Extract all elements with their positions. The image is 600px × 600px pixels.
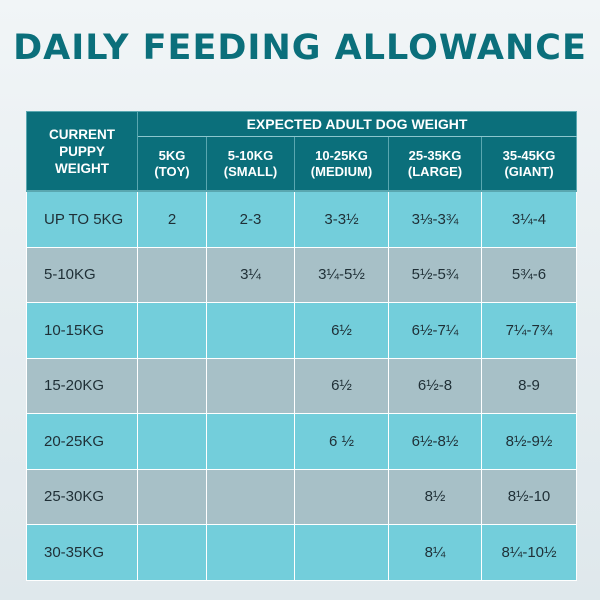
table-cell: 8½-9½ (480, 413, 578, 470)
table-cell: 8-9 (480, 357, 578, 414)
table-cell: 6½ (294, 357, 389, 414)
table-cell (137, 468, 207, 525)
table-row: 20-25KG 6 ½ 6½-8½ 8½-9½ (26, 413, 578, 470)
column-weight: 5KG (158, 147, 186, 163)
table-cell (137, 302, 207, 359)
table-cell: 8½ (388, 468, 482, 525)
table-cell (206, 468, 295, 525)
table-cell: 2-3 (206, 190, 295, 248)
column-size: (TOY) (154, 163, 190, 179)
column-weight: 35-45KG (502, 147, 556, 163)
current-puppy-weight-header: CURRENT PUPPY WEIGHT (26, 111, 138, 192)
row-label: 30-35KG (26, 524, 138, 581)
table-cell: 6½ (294, 302, 389, 359)
table-row: 25-30KG 8½ 8½-10 (26, 468, 578, 525)
column-header-medium: 10-25KG (MEDIUM) (294, 136, 389, 193)
table-cell (137, 246, 207, 303)
corner-line: PUPPY (59, 143, 105, 159)
column-size: (SMALL) (223, 163, 278, 179)
column-header-giant: 35-45KG (GIANT) (480, 136, 578, 193)
row-label: 20-25KG (26, 413, 138, 470)
feeding-allowance-table: CURRENT PUPPY WEIGHT EXPECTED ADULT DOG … (26, 110, 578, 581)
row-label: 5-10KG (26, 246, 138, 303)
table-cell (137, 524, 207, 581)
table-cell (206, 357, 295, 414)
table-cell: 8¼-10½ (480, 524, 578, 581)
table-row: 10-15KG 6½ 6½-7¼ 7¼-7¾ (26, 302, 578, 359)
table-cell (137, 357, 207, 414)
table-cell: 5¾-6 (480, 246, 578, 303)
column-weight: 5-10KG (227, 147, 274, 163)
table-cell (206, 302, 295, 359)
feeding-table: CURRENT PUPPY WEIGHT EXPECTED ADULT DOG … (26, 110, 578, 581)
row-label: UP TO 5KG (26, 190, 138, 248)
table-cell (206, 524, 295, 581)
table-cell: 5½-5¾ (388, 246, 482, 303)
table-cell: 6 ½ (294, 413, 389, 470)
row-label: 25-30KG (26, 468, 138, 525)
table-cell (206, 413, 295, 470)
table-cell: 3⅓-3¾ (388, 190, 482, 248)
column-size: (LARGE) (407, 163, 463, 179)
table-cell: 3-3½ (294, 190, 389, 248)
table-cell: 6½-7¼ (388, 302, 482, 359)
table-cell: 3¼-5½ (294, 246, 389, 303)
column-header-small: 5-10KG (SMALL) (206, 136, 295, 193)
table-cell: 3¼ (206, 246, 295, 303)
table-cell (294, 524, 389, 581)
table-cell: 7¼-7¾ (480, 302, 578, 359)
table-cell (137, 413, 207, 470)
row-label: 10-15KG (26, 302, 138, 359)
table-row: 5-10KG 3¼ 3¼-5½ 5½-5¾ 5¾-6 (26, 246, 578, 303)
column-header-large: 25-35KG (LARGE) (388, 136, 482, 193)
column-weight: 25-35KG (408, 147, 462, 163)
table-row: 15-20KG 6½ 6½-8 8-9 (26, 357, 578, 414)
table-cell: 6½-8 (388, 357, 482, 414)
column-weight: 10-25KG (315, 147, 368, 163)
expected-adult-weight-header: EXPECTED ADULT DOG WEIGHT (136, 110, 578, 138)
corner-line: CURRENT (49, 126, 115, 142)
column-size: (MEDIUM) (310, 163, 373, 179)
table-cell: 8¼ (388, 524, 482, 581)
table-cell: 6½-8½ (388, 413, 482, 470)
table-row: 30-35KG 8¼ 8¼-10½ (26, 524, 578, 581)
column-size: (GIANT) (504, 163, 554, 179)
table-cell: 2 (137, 190, 207, 248)
table-row: UP TO 5KG 2 2-3 3-3½ 3⅓-3¾ 3¼-4 (26, 190, 578, 248)
column-header-toy: 5KG (TOY) (137, 136, 207, 193)
corner-line: WEIGHT (55, 160, 109, 176)
page-title: DAILY FEEDING ALLOWANCE (13, 28, 587, 68)
row-label: 15-20KG (26, 357, 138, 414)
table-cell: 8½-10 (480, 468, 578, 525)
table-cell (294, 468, 389, 525)
table-cell: 3¼-4 (480, 190, 578, 248)
